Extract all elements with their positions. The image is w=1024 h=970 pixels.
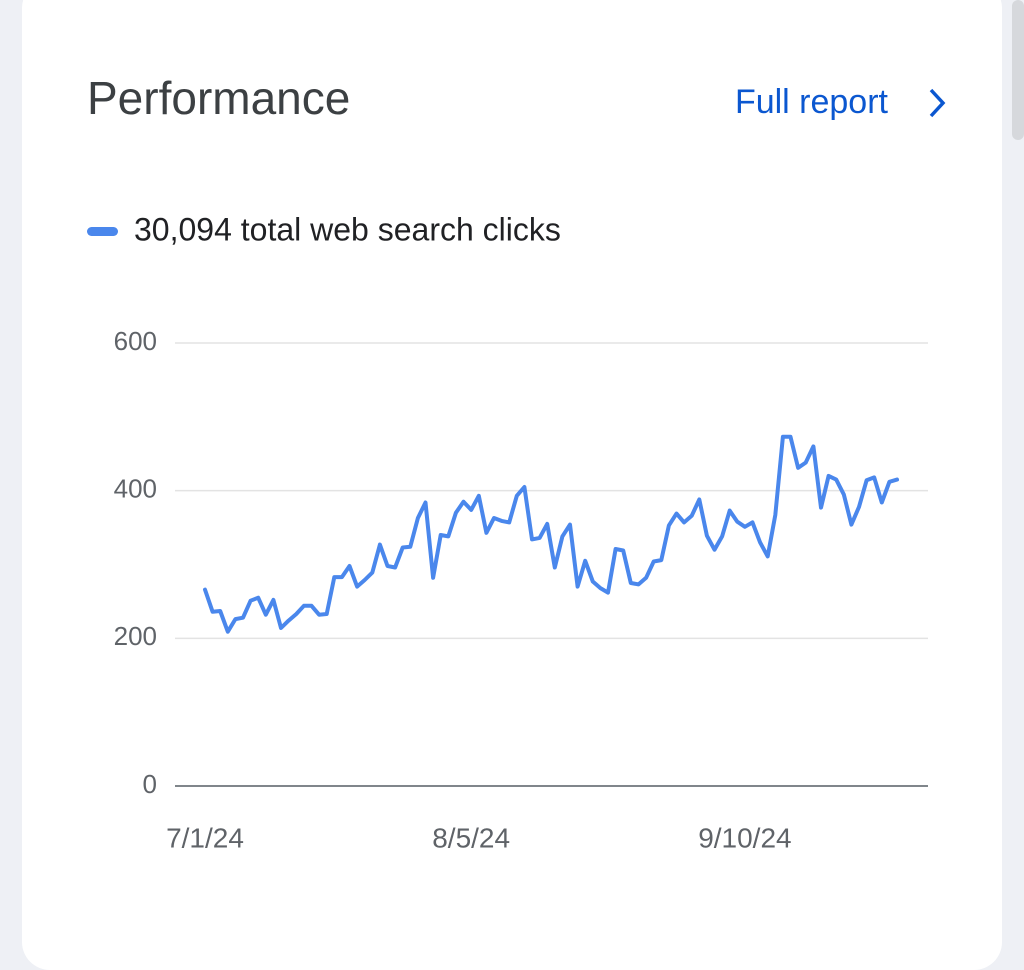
scrollbar: [1012, 0, 1024, 140]
y-tick-label: 200: [114, 621, 157, 651]
title: Performance: [87, 72, 350, 124]
chart: Performance Full report 30,094 total web…: [87, 72, 946, 853]
legend-label: 30,094 total web search clicks: [134, 211, 561, 247]
legend-swatch: [87, 227, 118, 236]
x-tick-label: 7/1/24: [166, 822, 244, 853]
x-tick-label: 8/5/24: [432, 822, 510, 853]
series-line: [203, 434, 899, 634]
y-tick-label: 600: [114, 326, 157, 356]
y-tick-label: 400: [114, 474, 157, 504]
full-report-link[interactable]: Full report: [735, 83, 889, 121]
x-tick-label: 9/10/24: [698, 822, 791, 853]
chevron[interactable]: [929, 88, 946, 118]
y-tick-label: 0: [143, 769, 157, 799]
